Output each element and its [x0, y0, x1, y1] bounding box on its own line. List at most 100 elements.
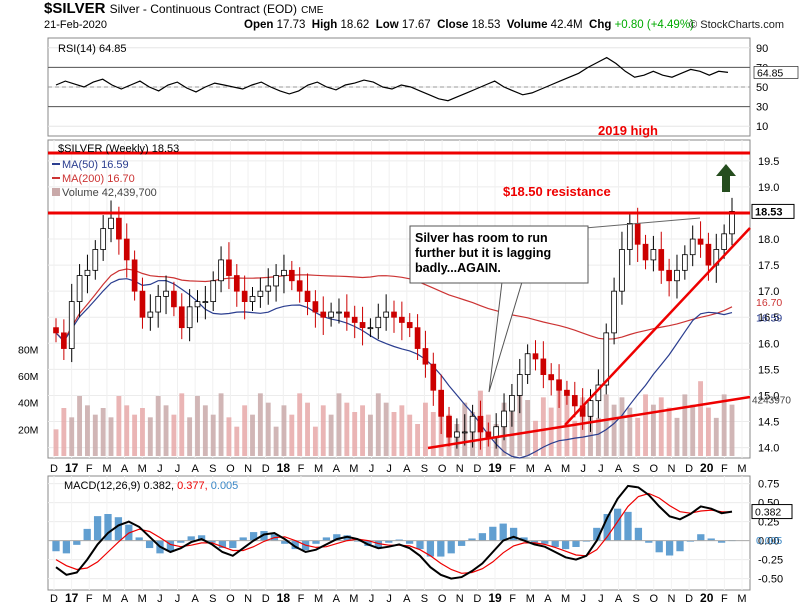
ohlc-readout: Open 17.73 High 18.62 Low 17.67 Close 18… [244, 19, 694, 31]
macd-histogram-bar [437, 540, 445, 557]
macd-x-axis-label: M [102, 593, 111, 605]
volume-tick-label: 20M [18, 424, 38, 436]
x-axis-label: D [50, 463, 58, 475]
candle-body [336, 311, 342, 314]
macd-tick-label: -0.25 [758, 555, 783, 567]
volume-bar [320, 405, 326, 456]
macd-histogram-bar [489, 526, 497, 541]
macd-histogram-bar [145, 540, 154, 549]
volume-bar [226, 417, 232, 456]
macd-histogram-bar [509, 527, 518, 541]
price-tick-label: 14.5 [758, 417, 779, 429]
x-axis-label: D [685, 463, 693, 475]
macd-x-axis-label: M [526, 593, 535, 605]
candle-body [257, 290, 264, 297]
volume-bar [210, 414, 216, 456]
macd-tick-label: 0.75 [758, 479, 779, 491]
trendline-lower [427, 395, 751, 450]
macd-tick-label: 0.25 [758, 517, 779, 529]
candle-body [689, 238, 696, 256]
rsi-line [55, 56, 729, 102]
volume-legend: Volume 42,439,700 [62, 187, 157, 199]
chart-header: $SILVER Silver - Continuous Contract (EO… [0, 0, 800, 36]
volume-bar [650, 404, 656, 456]
macd-histogram-bar [520, 537, 528, 541]
x-axis-label: F [509, 463, 516, 475]
macd-panel [47, 475, 751, 591]
volume-bar [383, 402, 389, 456]
macd-x-axis-label: N [456, 593, 464, 605]
volume-bar [77, 396, 83, 456]
candle-body [603, 332, 610, 386]
volume-bar [155, 396, 161, 456]
volume-bar [289, 414, 295, 456]
macd-x-axis-label: J [580, 593, 586, 605]
volume-bar [674, 417, 680, 456]
macd-x-axis-label: M [138, 593, 147, 605]
volume-bar [242, 405, 248, 456]
volume-bar [698, 381, 703, 456]
candle-body [383, 311, 389, 318]
candle-body [296, 280, 303, 292]
candle-body [288, 269, 295, 282]
macd-histogram-bar [312, 540, 320, 544]
volume-bar [611, 404, 617, 456]
candle-body [116, 217, 122, 240]
candle-body [682, 254, 688, 271]
candle-body [477, 415, 484, 433]
volume-bar [540, 397, 546, 456]
x-axis-label: S [421, 463, 428, 475]
volume-bar [399, 405, 405, 456]
macd-x-axis-label: A [191, 593, 199, 605]
up-arrow-icon [716, 164, 736, 192]
macd-last-box [751, 504, 793, 520]
volume-bar [713, 417, 719, 456]
trendline-upper [564, 227, 751, 426]
x-axis-label: J [580, 463, 586, 475]
rsi-last-value: 64.85 [757, 67, 783, 79]
macd-histogram-bar [83, 528, 91, 541]
x-axis-label: 19 [488, 461, 502, 475]
macd-x-axis-label: O [226, 593, 235, 605]
x-axis-label: O [438, 463, 447, 475]
macd-histogram-bar [457, 540, 466, 546]
macd-histogram-bar [166, 540, 175, 552]
x-axis-label: F [86, 463, 93, 475]
candle-body [84, 269, 91, 276]
volume-bar [525, 400, 531, 456]
exchange-label: CME [301, 5, 324, 16]
volume-bar [312, 426, 318, 456]
volume-value: 42.4M [550, 19, 583, 31]
x-axis-label: S [632, 463, 639, 475]
x-axis-label: D [473, 463, 481, 475]
volume-bar [85, 405, 90, 456]
candle-body [564, 389, 570, 396]
macd-histogram-bar [686, 540, 695, 542]
candle-body [461, 431, 468, 434]
macd-x-axis-label: 18 [277, 591, 291, 605]
macd-histogram-bar [603, 514, 611, 541]
candle-body [666, 269, 672, 282]
volume-bar [375, 393, 381, 456]
macd-legend-name: MACD(12,26,9) [64, 480, 143, 492]
x-axis-label: O [226, 463, 235, 475]
x-axis-label: N [244, 463, 252, 475]
price-legend-title: $SILVER (Weekly) 18.53 [58, 143, 179, 155]
price-tick-label: 15.5 [758, 364, 779, 376]
volume-bar [140, 408, 145, 456]
x-axis-label: M [526, 463, 535, 475]
price-tick-label: 17.5 [758, 260, 779, 272]
volume-bar [218, 393, 224, 456]
candle-body [524, 353, 531, 375]
volume-bar [344, 402, 350, 456]
macd-x-axis-label: F [721, 593, 728, 605]
macd-x-axis-label: D [473, 593, 481, 605]
candle-body [226, 259, 232, 276]
candle-body [399, 316, 405, 323]
copyright: © StockCharts.com [689, 19, 784, 31]
macd-histogram-bar [499, 523, 507, 541]
volume-bar [352, 412, 358, 456]
candle-body [556, 379, 562, 391]
volume-tick-label: 40M [18, 398, 38, 410]
